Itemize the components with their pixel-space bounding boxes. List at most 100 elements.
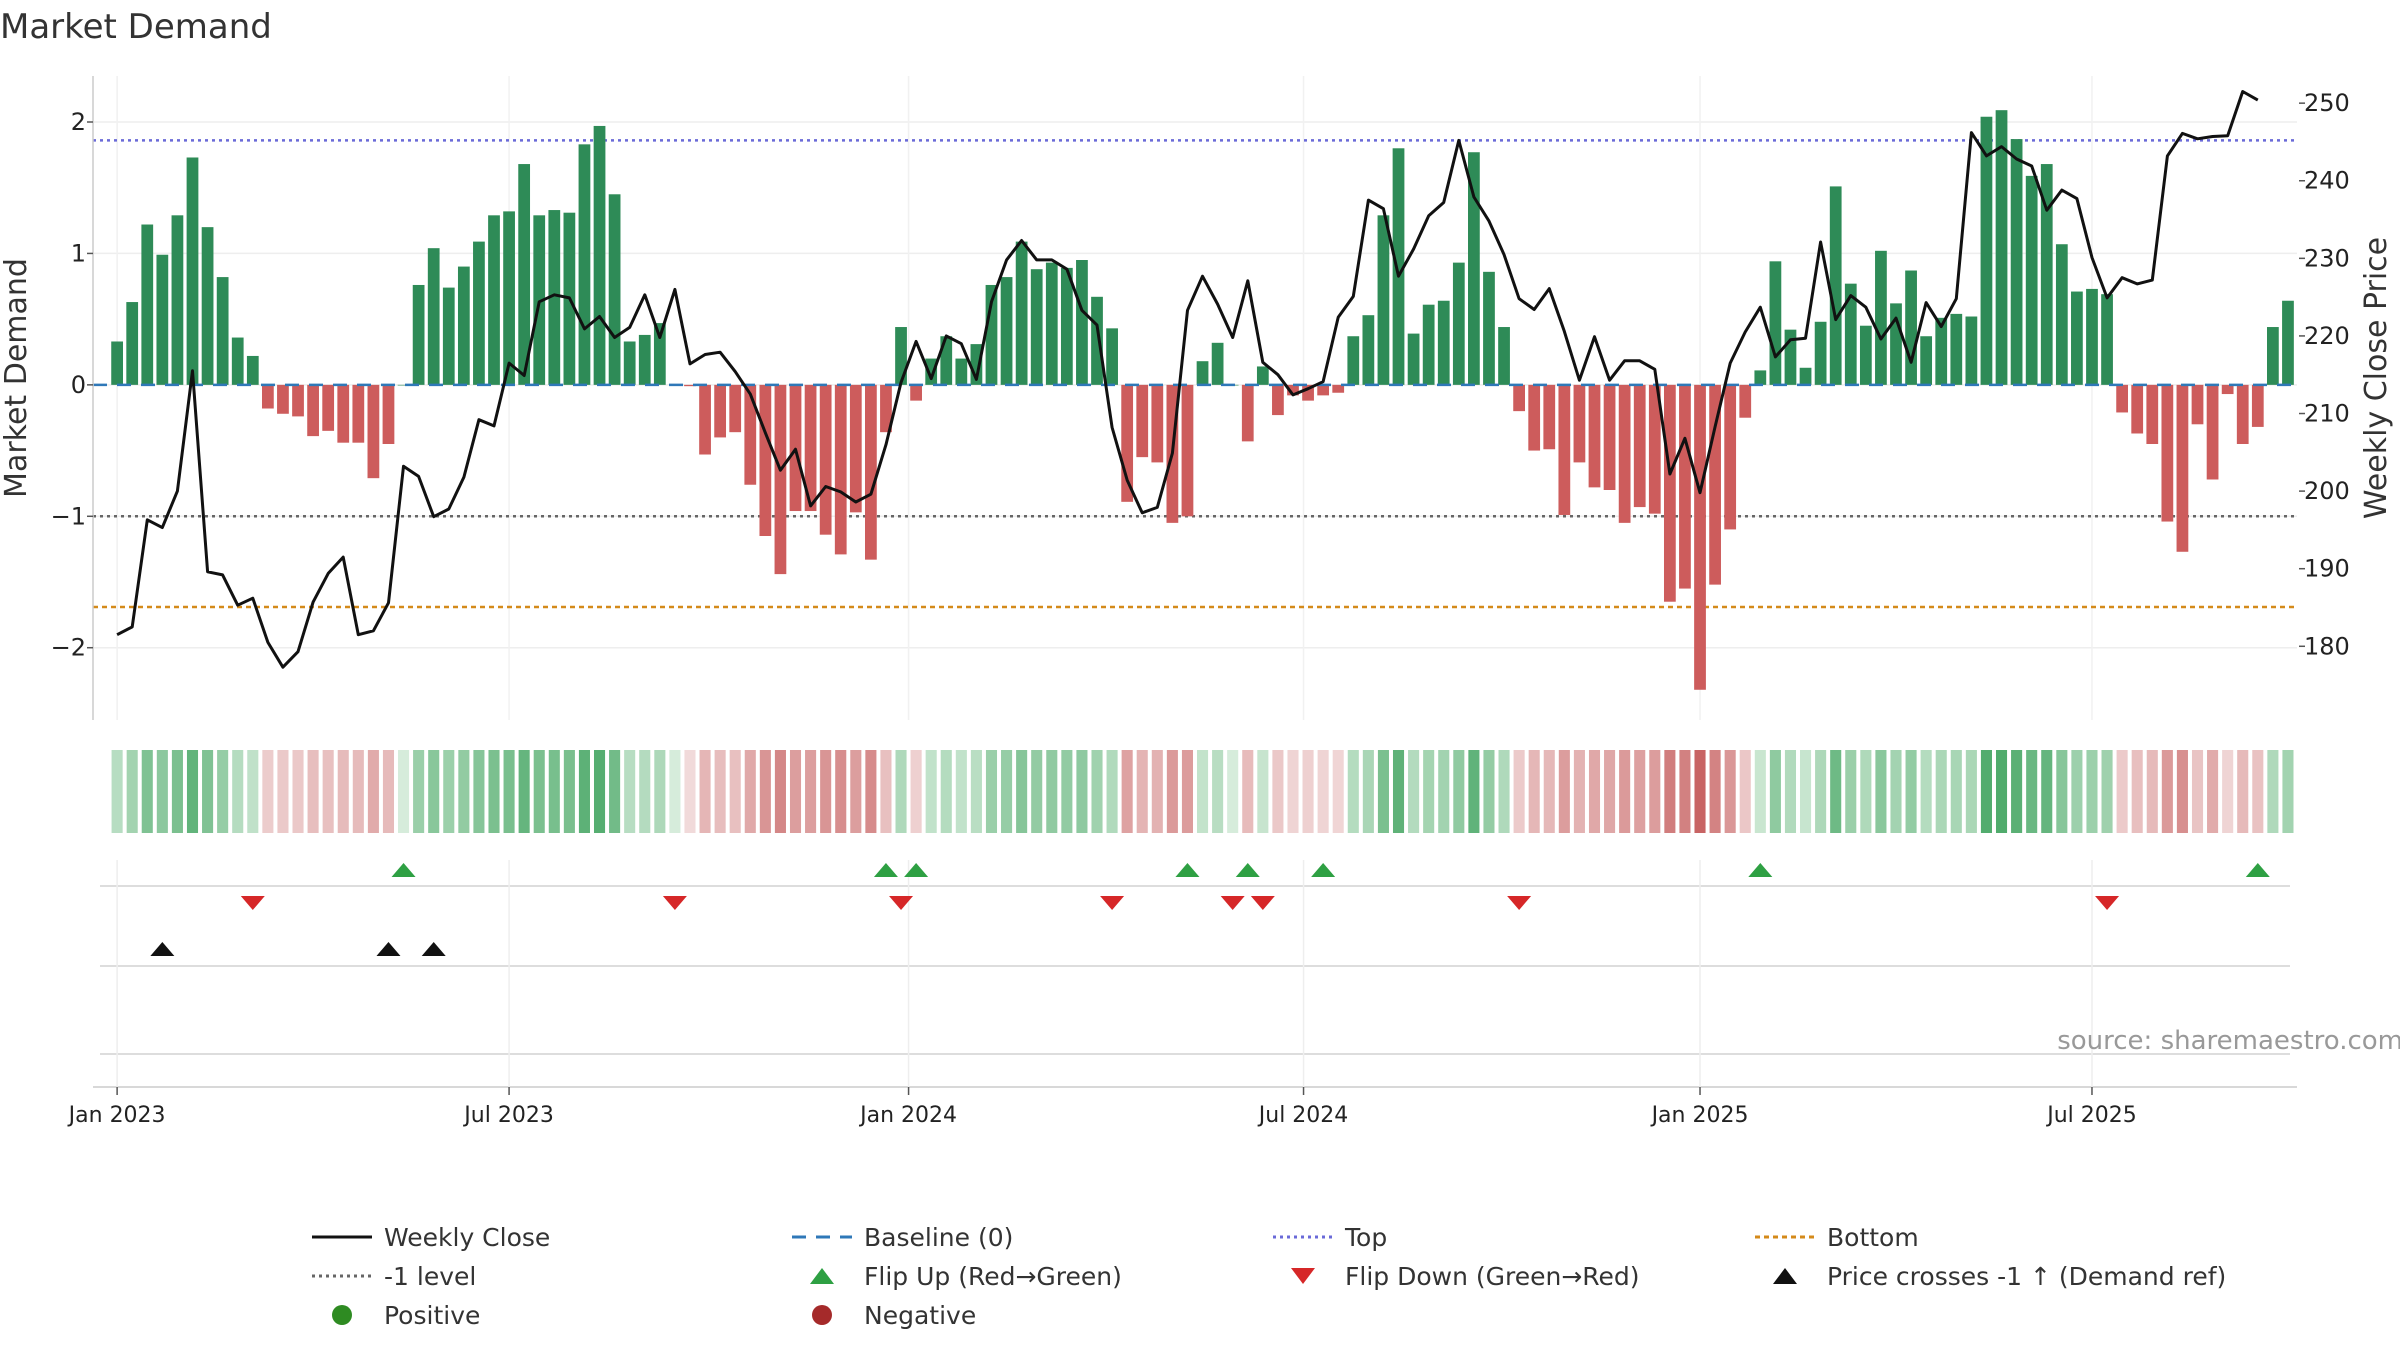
legend-symbol-negative (812, 1305, 832, 1325)
heat-cell (1739, 750, 1751, 833)
heat-cell (1408, 750, 1420, 833)
demand-bar (834, 384, 847, 555)
heat-cell (1950, 750, 1962, 833)
legend-symbol-flip-down (1291, 1268, 1315, 1284)
left-axis-label: Market Demand (0, 258, 34, 498)
flip-down-marker (1507, 896, 1532, 910)
heat-cell (126, 750, 138, 833)
heat-cell (2191, 750, 2204, 833)
heat-cell (1935, 750, 1947, 833)
legend-symbol-price-cross (1773, 1268, 1797, 1284)
heat-cell (2282, 750, 2294, 833)
legend-label-bottom: Bottom (1827, 1223, 1919, 1252)
demand-bar (1709, 384, 1721, 585)
heat-cell (1800, 750, 1812, 833)
legend-label-top: Top (1344, 1223, 1387, 1252)
demand-bar (1679, 384, 1691, 589)
demand-bar (427, 248, 440, 385)
heat-cell (699, 750, 711, 833)
heat-cell (488, 750, 500, 833)
demand-bar (1347, 336, 1360, 385)
heat-cell (443, 750, 455, 833)
demand-bar (1844, 283, 1857, 385)
demand-bar (1995, 110, 2008, 385)
left-y-ticks: 2 1 0 −1 −2 (51, 108, 93, 662)
heat-cell (609, 750, 621, 833)
legend-label-negative: Negative (864, 1301, 976, 1330)
demand-bar (2086, 288, 2098, 385)
demand-bar (1875, 250, 1887, 385)
heat-cell (398, 750, 410, 833)
demand-bar (1407, 333, 1420, 385)
heat-cell (2267, 750, 2279, 833)
heat-cell (880, 750, 892, 833)
demand-bar (925, 358, 938, 385)
demand-bar (729, 384, 742, 433)
demand-bar (1573, 384, 1586, 463)
demand-bar (714, 384, 727, 438)
demand-bar (1302, 384, 1314, 401)
heat-cell (2026, 750, 2038, 833)
demand-bar (1317, 384, 1330, 396)
event-markers (150, 863, 2270, 956)
heat-cell (186, 750, 199, 833)
heat-cell (1845, 750, 1857, 833)
right-y-ticks: 250 240 230 220 210 200 190 180 (2299, 89, 2350, 660)
demand-bar (1287, 384, 1299, 396)
demand-bar (1076, 260, 1088, 385)
price-cross-marker (421, 942, 446, 956)
demand-bar (1106, 328, 1118, 385)
heat-cell (1046, 750, 1058, 833)
heat-cell (307, 750, 319, 833)
heat-cell (1558, 750, 1570, 833)
demand-bar (985, 284, 998, 385)
heat-cell (1513, 750, 1525, 833)
demand-bar (2131, 384, 2144, 434)
heat-cell (910, 750, 922, 833)
heat-cell (1031, 750, 1043, 833)
demand-bar (638, 334, 651, 385)
heat-cell (1392, 750, 1405, 833)
demand-bar (1151, 384, 1164, 463)
heat-cell (548, 750, 560, 833)
heat-cell (141, 750, 153, 833)
demand-bar (1588, 384, 1601, 488)
flip-down-marker (889, 896, 914, 910)
price-cross-marker (150, 942, 175, 956)
right-tick-label: 200 (2304, 477, 2350, 505)
left-tick-label: −2 (51, 634, 86, 662)
demand-bar (307, 384, 319, 437)
heat-cell (1980, 750, 1992, 833)
heat-cell (247, 750, 259, 833)
demand-bar (1452, 262, 1465, 385)
demand-bar (246, 355, 259, 385)
demand-bar (1060, 267, 1073, 385)
heat-cell (1875, 750, 1887, 833)
heat-cell (1061, 750, 1073, 833)
heat-cell (1016, 750, 1028, 833)
demand-bars (93, 110, 2297, 690)
demand-bar (970, 344, 983, 385)
demand-bar (880, 384, 892, 433)
demand-bar (684, 384, 696, 387)
heat-cell (1815, 750, 1827, 833)
heat-cell (2176, 750, 2188, 833)
heat-cell (744, 750, 756, 833)
heat-cell (217, 750, 229, 833)
demand-bar (1935, 317, 1948, 385)
heat-cell (1860, 750, 1872, 833)
flip-down-marker (2095, 896, 2120, 910)
heat-cell (593, 750, 606, 833)
right-tick-label: 230 (2304, 244, 2350, 272)
heat-cell (1287, 750, 1299, 833)
demand-bar (1000, 277, 1013, 385)
heat-cell (1664, 750, 1676, 833)
demand-bar (141, 224, 154, 385)
heat-cell (654, 750, 666, 833)
demand-bar (955, 358, 968, 385)
demand-bar (518, 164, 531, 385)
demand-bar (1377, 215, 1390, 385)
demand-bar (231, 337, 244, 385)
heat-cell (1995, 750, 2008, 833)
